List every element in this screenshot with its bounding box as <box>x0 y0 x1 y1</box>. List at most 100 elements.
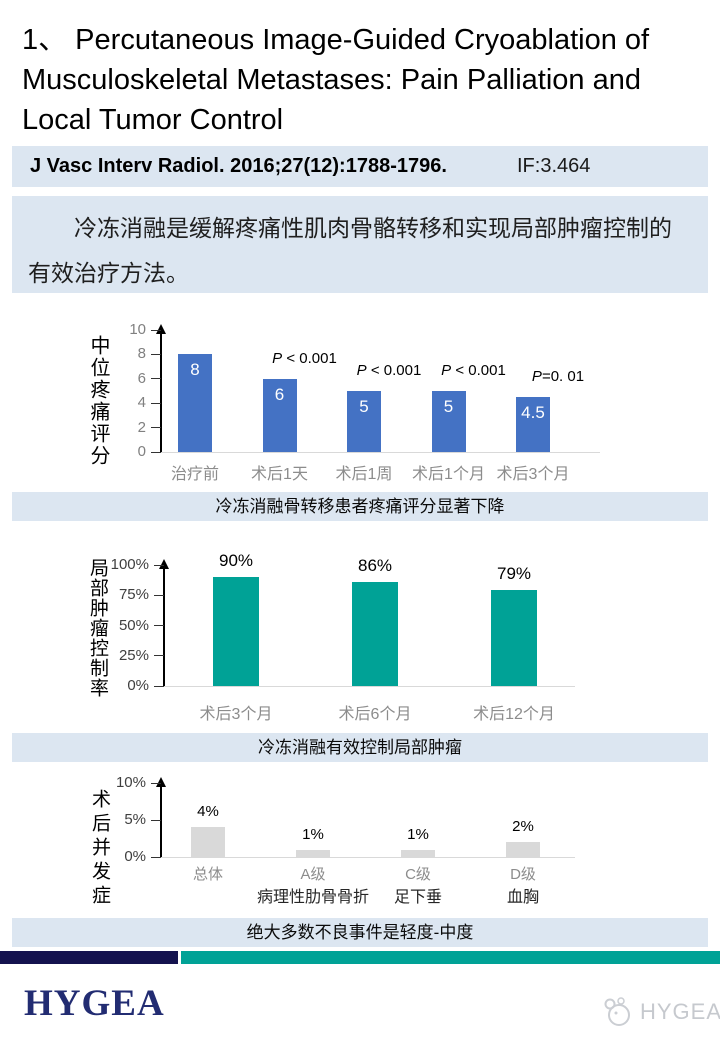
axis-tick-label: 0 <box>137 443 146 460</box>
axis-tick-mark <box>154 594 164 596</box>
impact-factor: IF:3.464 <box>517 155 591 177</box>
footer-teal-bar <box>181 951 720 964</box>
chart-pain-score: 中位疼痛评分 0 2 4 6 8 10 8 治疗前 6 P < 0.001 术后1天 5 P < 0.0… <box>0 310 720 492</box>
bar <box>506 842 540 857</box>
category-label: D级 <box>510 866 536 883</box>
axis-tick-mark <box>151 378 161 380</box>
axis-tick-mark <box>151 427 161 429</box>
axis-tick-label: 25% <box>118 646 149 664</box>
bar <box>191 827 225 857</box>
bar-value-label: 4.5 <box>521 403 545 423</box>
axis-tick-mark <box>151 819 161 821</box>
axis-tick-label: 10 <box>129 321 146 338</box>
bar-value-label: 8 <box>190 360 200 380</box>
axis-tick-mark <box>151 329 161 331</box>
axis-tick-label: 0% <box>124 848 146 865</box>
caption-pain: 冷冻消融骨转移患者疼痛评分显著下降 <box>12 492 708 521</box>
axis-tick-label: 100% <box>110 556 149 573</box>
category-sublabel: 足下垂 <box>393 889 442 906</box>
watermark: HYGEA <box>602 995 720 1029</box>
axis-arrowhead-icon <box>159 559 169 569</box>
citation-text: J Vasc Interv Radiol. 2016;27(12):1788-1… <box>30 155 447 177</box>
axis-tick-mark <box>154 625 164 626</box>
axis-tick-mark <box>154 564 164 566</box>
axis-baseline <box>160 857 575 858</box>
bar <box>347 391 381 452</box>
p-value-label: P < 0.001 <box>441 362 506 379</box>
watermark-logo-icon <box>604 997 630 1026</box>
axis-tick-mark <box>151 856 161 858</box>
bar <box>262 378 297 452</box>
bar-value-label: 1% <box>407 825 429 843</box>
bar <box>401 849 435 857</box>
category-label: 术后6个月 <box>338 706 412 723</box>
watermark-text: HYGEA <box>640 999 720 1024</box>
bar <box>213 577 259 686</box>
axis-tick-label: 75% <box>118 586 149 604</box>
bar-value-label: 5 <box>359 397 369 416</box>
category-label: A级 <box>300 866 326 883</box>
p-value-label: P < 0.001 <box>272 349 337 367</box>
bar-value-label: 2% <box>512 818 534 836</box>
category-label: 术后1天 <box>251 466 308 483</box>
bar <box>431 391 466 452</box>
p-value-label: P=0. 01 <box>531 368 585 386</box>
category-label: 术后12个月 <box>473 706 555 723</box>
axis-tick-label: 0% <box>127 677 149 694</box>
y-axis-label-pain: 中位疼痛评分 <box>87 335 109 467</box>
bar-value-label: 4% <box>197 803 219 821</box>
page-title: 1、 Percutaneous Image-Guided Cryoablatio… <box>22 20 702 140</box>
axis-tick-mark <box>151 402 161 404</box>
bar-value-label: 90% <box>218 551 254 571</box>
axis-line <box>160 786 162 857</box>
citation-bar: J Vasc Interv Radiol. 2016;27(12):1788-1… <box>12 146 708 187</box>
bar <box>352 581 398 686</box>
axis-tick-label: 5% <box>124 811 146 828</box>
axis-tick-label: 8 <box>137 345 146 363</box>
axis-line <box>163 568 165 686</box>
bar <box>516 397 550 452</box>
title-line-2: Musculoskeletal Metastases: Pain Palliat… <box>22 64 641 96</box>
category-label: 术后1周 <box>335 466 393 483</box>
chart-tumor-control: 局部肿瘤控制率 0% 25% 50% 75% 100% 90% 术后3个月 86% 术后6个月 7… <box>0 550 720 733</box>
category-label: 总体 <box>192 866 223 883</box>
axis-arrowhead-icon <box>156 777 166 787</box>
category-label: C级 <box>405 866 431 883</box>
axis-tick-mark <box>151 451 161 453</box>
hygea-logo: HYGEA <box>24 983 165 1024</box>
axis-baseline <box>163 686 575 687</box>
category-label: 术后3个月 <box>199 706 273 723</box>
y-axis-label-tumor: 局部肿瘤控制率 <box>87 558 108 698</box>
axis-tick-label: 2 <box>137 418 146 436</box>
bar <box>296 849 330 857</box>
axis-tick-mark <box>151 353 161 355</box>
category-label: 治疗前 <box>170 466 219 483</box>
bar-value-label: 5 <box>443 397 454 416</box>
axis-tick-label: 10% <box>115 774 146 791</box>
summary-text: 冷冻消融是缓解疼痛性肌肉骨骼转移和实现局部肿瘤控制的有效治疗方法。 <box>28 215 672 286</box>
bar-value-label: 1% <box>302 825 324 843</box>
axis-line <box>160 333 162 452</box>
title-line-3: Local Tumor Control <box>22 104 284 136</box>
y-axis-label-complications: 术后并发症 <box>89 789 110 909</box>
category-label: 术后1个月 <box>412 466 485 483</box>
axis-tick-mark <box>154 655 164 657</box>
summary-box: 冷冻消融是缓解疼痛性肌肉骨骼转移和实现局部肿瘤控制的有效治疗方法。 <box>12 196 708 293</box>
category-sublabel: 病理性肋骨骨折 <box>256 889 369 906</box>
category-label: 术后3个月 <box>496 466 570 483</box>
bar-value-label: 79% <box>496 564 532 584</box>
axis-tick-label: 50% <box>118 616 149 634</box>
bar <box>491 590 537 686</box>
axis-arrowhead-icon <box>156 324 166 334</box>
bar-value-label: 6 <box>274 384 285 404</box>
caption-tumor: 冷冻消融有效控制局部肿瘤 <box>12 733 708 762</box>
category-sublabel: 血胸 <box>506 889 539 906</box>
bar-value-label: 86% <box>357 555 393 575</box>
axis-tick-label: 6 <box>137 369 146 387</box>
title-line-1: 1、 Percutaneous Image-Guided Cryoablatio… <box>22 24 650 56</box>
axis-baseline <box>160 452 600 453</box>
axis-tick-mark <box>151 782 161 784</box>
axis-tick-mark <box>154 685 164 687</box>
caption-complications: 绝大多数不良事件是轻度-中度 <box>12 918 708 947</box>
